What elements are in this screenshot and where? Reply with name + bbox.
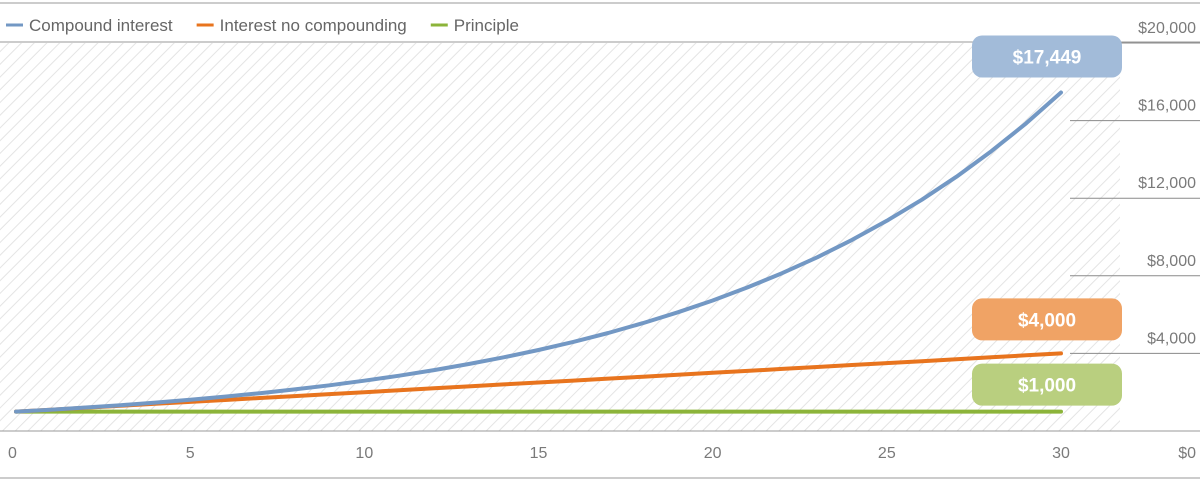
series-line-1 bbox=[14, 351, 1063, 414]
series-line-0 bbox=[14, 90, 1063, 414]
plot-background bbox=[0, 43, 1120, 431]
series-lines bbox=[14, 90, 1063, 414]
legend-label-0: Compound interest bbox=[29, 16, 173, 35]
y-tick-label-1: $4,000 bbox=[1147, 330, 1196, 347]
callout-0: $17,449 bbox=[972, 35, 1122, 78]
x-tick-label-2: 10 bbox=[355, 445, 373, 462]
callout-2: $1,000 bbox=[972, 363, 1122, 406]
callout-label-2: $1,000 bbox=[1018, 376, 1076, 397]
y-tick-label-3: $12,000 bbox=[1138, 175, 1196, 192]
value-callouts: $17,449 $4,000 $1,000 bbox=[972, 35, 1122, 406]
y-tick-label-2: $8,000 bbox=[1147, 253, 1196, 270]
callout-box-2 bbox=[972, 363, 1122, 406]
legend: Compound interest Interest no compounding… bbox=[6, 16, 519, 35]
x-tick-label-1: 5 bbox=[186, 445, 195, 462]
callout-box-1 bbox=[972, 298, 1122, 341]
x-axis-tick-labels: 0 5 10 15 20 25 30 bbox=[8, 445, 1070, 462]
callout-label-1: $4,000 bbox=[1018, 310, 1076, 331]
callout-label-0: $17,449 bbox=[1013, 47, 1082, 68]
legend-label-2: Principle bbox=[454, 16, 519, 35]
x-tick-label-6: 30 bbox=[1052, 445, 1070, 462]
y-axis-tick-labels: $0 $4,000 $8,000 $12,000 $16,000 $20,000 bbox=[1138, 20, 1196, 462]
y-tick-label-0: $0 bbox=[1178, 445, 1196, 462]
y-tick-label-5: $20,000 bbox=[1138, 20, 1196, 37]
x-tick-label-0: 0 bbox=[8, 445, 17, 462]
legend-label-1: Interest no compounding bbox=[220, 16, 407, 35]
x-tick-label-5: 25 bbox=[878, 445, 896, 462]
callout-1: $4,000 bbox=[972, 298, 1122, 341]
x-tick-label-3: 15 bbox=[530, 445, 548, 462]
y-tick-label-4: $16,000 bbox=[1138, 98, 1196, 115]
x-tick-label-4: 20 bbox=[704, 445, 722, 462]
callout-box-0 bbox=[972, 35, 1122, 78]
